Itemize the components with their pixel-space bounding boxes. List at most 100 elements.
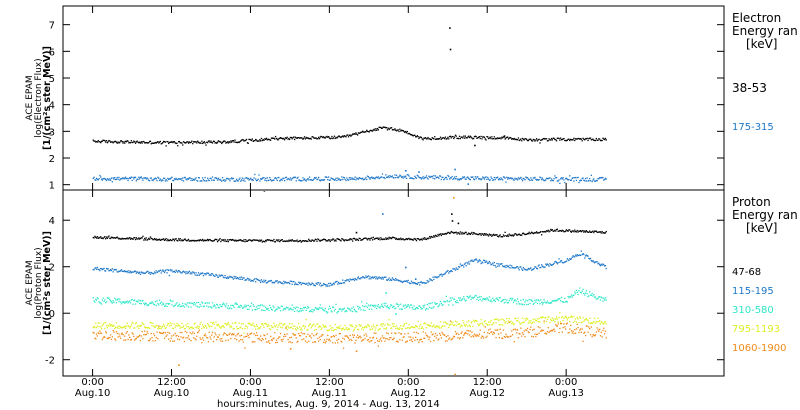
data-point <box>545 138 547 140</box>
data-point <box>466 295 468 298</box>
data-point <box>310 337 312 339</box>
data-point <box>443 137 445 139</box>
data-point <box>378 178 380 180</box>
data-point <box>150 332 152 335</box>
data-point <box>576 254 578 256</box>
data-point <box>159 302 161 305</box>
data-point <box>342 176 345 179</box>
data-point <box>104 140 106 142</box>
data-point <box>367 237 370 240</box>
data-point <box>429 138 432 140</box>
data-point <box>519 139 521 141</box>
data-point <box>274 241 276 243</box>
data-point <box>594 296 596 299</box>
data-point <box>457 337 459 339</box>
data-point <box>235 276 237 278</box>
data-point <box>417 308 419 310</box>
data-point <box>239 335 241 337</box>
data-point <box>454 301 457 303</box>
data-point <box>494 300 496 302</box>
data-point <box>531 140 533 142</box>
data-point <box>308 325 310 327</box>
data-point <box>337 283 339 285</box>
data-point <box>463 232 465 234</box>
data-point <box>386 127 388 129</box>
data-point <box>561 331 563 333</box>
data-point <box>566 230 568 232</box>
data-point <box>303 179 305 181</box>
data-point <box>523 233 525 235</box>
data-point <box>342 328 344 330</box>
data-point <box>366 335 368 337</box>
data-point <box>256 179 258 181</box>
data-point <box>384 177 386 180</box>
data-point <box>400 328 403 330</box>
data-point <box>538 332 540 334</box>
data-point <box>458 179 461 181</box>
data-point <box>374 341 376 344</box>
data-point <box>403 130 405 133</box>
data-point <box>298 240 300 242</box>
data-point <box>376 177 379 179</box>
data-point <box>231 326 233 328</box>
data-point <box>257 178 259 180</box>
data-point <box>222 302 224 304</box>
data-point <box>289 348 292 350</box>
data-point <box>323 238 325 240</box>
data-point <box>522 333 524 335</box>
data-point <box>154 340 157 342</box>
data-point <box>297 340 299 342</box>
data-point <box>219 238 221 240</box>
data-point <box>594 322 597 324</box>
data-point <box>399 308 401 310</box>
data-point <box>111 141 113 143</box>
data-point <box>307 333 309 335</box>
data-point <box>197 239 200 241</box>
data-point <box>436 303 438 305</box>
data-point <box>522 321 524 324</box>
data-point <box>270 180 273 182</box>
data-point <box>421 239 423 241</box>
data-point <box>588 180 590 182</box>
data-point <box>336 326 338 328</box>
data-point <box>290 280 292 282</box>
data-point <box>99 330 101 332</box>
data-point <box>286 333 288 335</box>
data-point <box>296 341 298 343</box>
data-point <box>163 305 166 307</box>
data-point <box>149 271 151 274</box>
data-point <box>264 322 266 325</box>
data-point <box>102 297 104 299</box>
data-point <box>395 277 397 280</box>
data-point <box>249 278 251 280</box>
data-point <box>426 177 428 179</box>
data-point <box>260 140 262 142</box>
data-point <box>509 136 511 139</box>
data-point <box>115 299 117 301</box>
data-point <box>458 135 461 137</box>
data-point <box>219 304 221 306</box>
data-point <box>472 297 474 299</box>
data-point <box>502 137 504 139</box>
data-point <box>407 238 409 240</box>
data-point <box>274 281 276 284</box>
data-point <box>403 324 405 326</box>
data-point <box>507 265 510 267</box>
data-point <box>577 231 579 233</box>
data-point <box>369 276 371 278</box>
data-point <box>424 304 426 306</box>
data-point <box>445 271 447 273</box>
data-point <box>327 311 329 313</box>
data-point <box>355 179 357 181</box>
data-point <box>400 308 403 310</box>
data-point <box>580 292 582 294</box>
data-point <box>316 240 318 242</box>
data-point <box>215 177 217 179</box>
data-point <box>605 299 607 301</box>
data-point <box>212 274 215 276</box>
data-point <box>141 322 143 324</box>
data-point <box>170 337 172 339</box>
data-point <box>210 140 212 142</box>
data-point <box>183 271 186 273</box>
data-point <box>236 180 239 182</box>
